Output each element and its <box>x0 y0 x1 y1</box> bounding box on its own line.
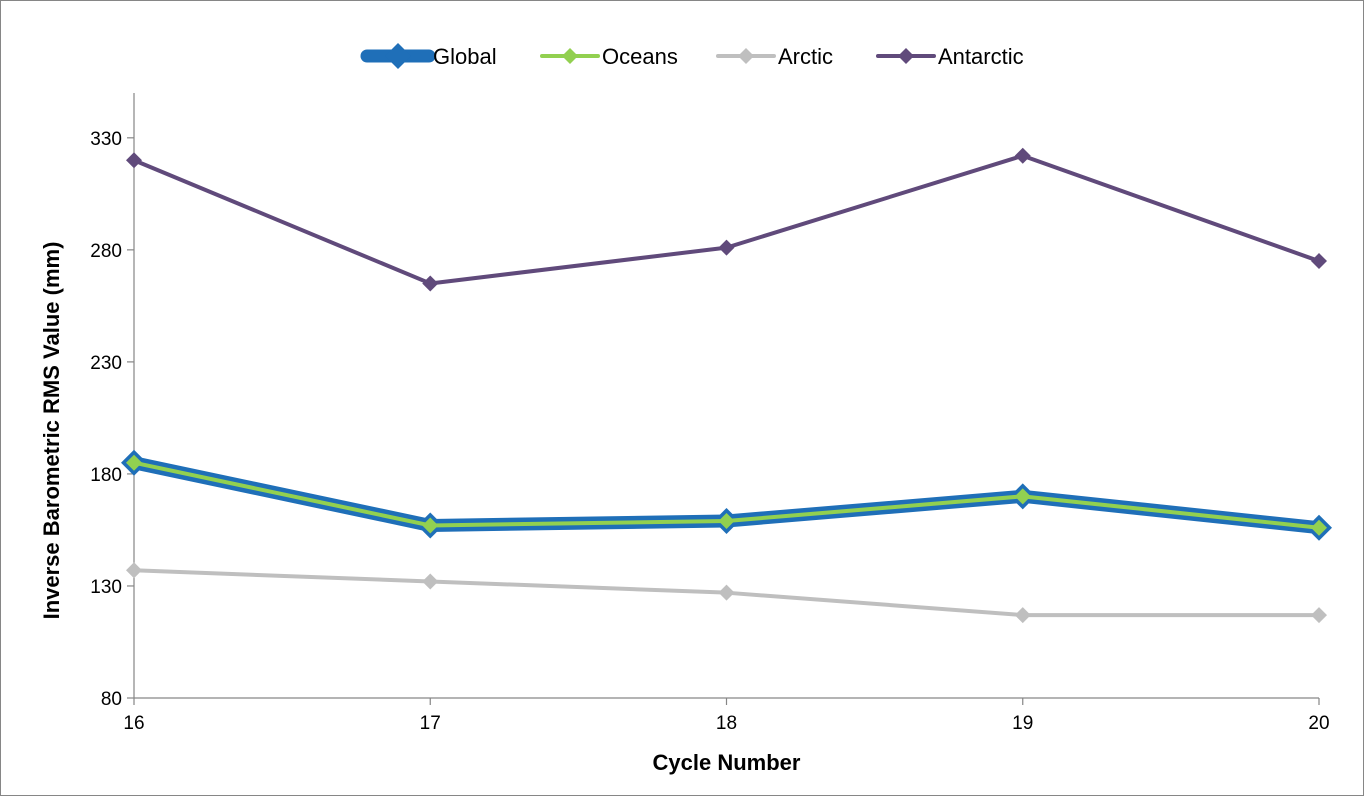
series-arctic <box>126 562 1327 624</box>
data-point-oceans <box>718 512 735 529</box>
x-tick-label: 20 <box>1308 713 1329 734</box>
legend-swatch-marker <box>738 48 754 64</box>
data-point-arctic <box>718 584 735 601</box>
y-tick-label: 130 <box>90 577 122 598</box>
data-point-antarctic <box>1014 147 1031 164</box>
legend-label: Global <box>433 44 497 69</box>
data-point-arctic <box>126 562 142 579</box>
legend-label: Arctic <box>778 44 833 69</box>
y-tick-label: 330 <box>90 129 122 150</box>
data-point-antarctic <box>422 275 439 292</box>
legend-label: Antarctic <box>938 44 1024 69</box>
data-point-antarctic <box>718 239 735 256</box>
y-tick-label: 180 <box>90 465 122 486</box>
series-layer <box>121 147 1332 624</box>
x-axis-title: Cycle Number <box>653 750 801 775</box>
y-tick-label: 80 <box>101 689 122 710</box>
legend-swatch-marker <box>385 43 411 69</box>
x-tick-label: 18 <box>716 713 737 734</box>
legend-item-oceans: Oceans <box>540 44 678 69</box>
y-tick-label: 280 <box>90 241 122 262</box>
axes <box>127 93 1320 705</box>
series-oceans <box>126 454 1327 536</box>
x-tick-label: 17 <box>420 713 441 734</box>
legend-label: Oceans <box>602 44 678 69</box>
data-point-arctic <box>1311 607 1327 624</box>
legend-swatch-marker <box>562 48 578 64</box>
data-point-arctic <box>1014 607 1031 624</box>
series-antarctic <box>126 147 1327 292</box>
data-point-oceans <box>1014 488 1031 505</box>
data-point-arctic <box>422 573 439 590</box>
x-tick-label: 16 <box>123 713 144 734</box>
data-point-oceans <box>1311 519 1327 536</box>
legend-swatch-marker <box>898 48 914 64</box>
x-tick-label: 19 <box>1012 713 1033 734</box>
series-line-antarctic <box>132 153 1321 286</box>
data-point-oceans <box>422 517 439 534</box>
legend-item-antarctic: Antarctic <box>876 44 1024 69</box>
data-point-oceans <box>126 454 142 471</box>
legend-item-arctic: Arctic <box>716 44 833 69</box>
axis-labels: 80 130 180 230 280 330 16 17 18 19 20 Cycle Number I… <box>39 129 1330 775</box>
y-axis-title: Inverse Barometric RMS Value (mm) <box>39 242 64 620</box>
data-point-antarctic <box>126 152 142 169</box>
legend: Global Oceans Arctic Antarctic <box>360 43 1024 69</box>
legend-item-global: Global <box>360 43 497 69</box>
y-tick-label: 230 <box>90 353 122 374</box>
data-point-antarctic <box>1311 253 1327 270</box>
